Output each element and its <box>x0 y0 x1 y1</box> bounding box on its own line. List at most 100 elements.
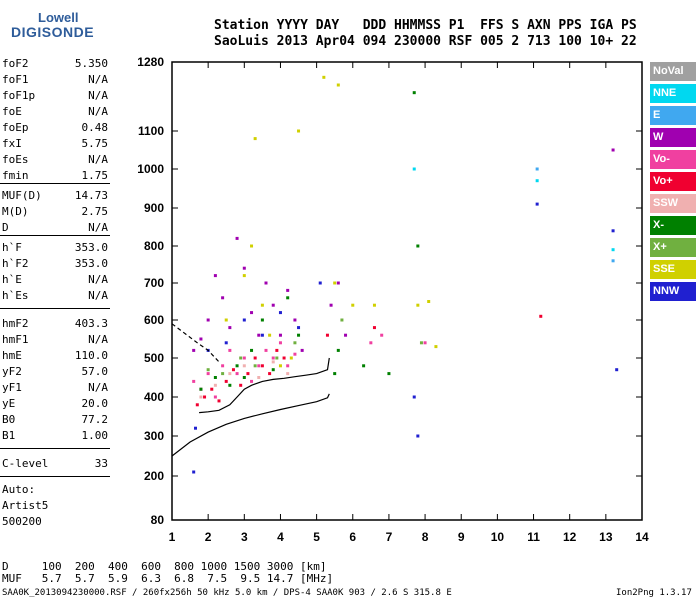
param-row: foEs N/A <box>2 152 108 167</box>
plot-frame <box>171 61 643 521</box>
x-tick-label: 7 <box>386 530 393 544</box>
param-value: 353.0 <box>74 257 108 270</box>
echo-point <box>427 300 431 303</box>
echo-point <box>275 348 279 352</box>
echo-point <box>336 348 340 352</box>
echo-point <box>387 372 391 376</box>
echo-point <box>293 352 297 356</box>
param-name: foE <box>2 105 22 118</box>
echo-point <box>380 333 384 337</box>
param-name: hmF2 <box>2 317 29 330</box>
legend-item: Vo- <box>650 150 696 169</box>
echo-point <box>253 364 257 368</box>
param-name: M(D) <box>2 205 29 218</box>
trace-virtual-curve <box>199 357 330 414</box>
muf-row: MUF 5.7 5.7 5.9 6.3 6.8 7.5 9.5 14.7 [MH… <box>2 572 334 585</box>
echo-point <box>286 296 290 300</box>
param-value: 1.00 <box>81 429 109 442</box>
echo-point <box>260 333 264 337</box>
param-name: hmF1 <box>2 333 29 346</box>
param-row: hmF1 N/A <box>2 332 108 347</box>
param-row: foEp 0.48 <box>2 120 108 135</box>
echo-point <box>228 372 232 376</box>
echo-point <box>206 368 210 372</box>
echo-point <box>242 356 246 360</box>
echo-point <box>242 266 246 270</box>
x-tick-label: 4 <box>277 530 284 544</box>
param-name: h`Es <box>2 289 29 302</box>
param-value: 2.75 <box>81 205 109 218</box>
x-tick-label: 1 <box>169 530 176 544</box>
echo-point <box>268 372 272 376</box>
echo-point <box>535 202 539 206</box>
echo-point <box>217 399 221 403</box>
echo-point <box>369 341 373 345</box>
echo-point <box>434 345 438 349</box>
param-value: 33 <box>94 457 108 470</box>
echo-point <box>213 274 217 278</box>
echo-point <box>239 383 243 387</box>
echo-point <box>239 356 243 360</box>
echo-point <box>264 348 268 352</box>
legend-item: SSW <box>650 194 696 213</box>
echo-point <box>318 281 322 285</box>
param-row: yF2 57.0 <box>2 364 108 379</box>
echo-point <box>329 303 333 307</box>
echo-point <box>194 426 197 430</box>
separator-line <box>0 235 110 236</box>
echo-point <box>228 383 232 387</box>
echo-point <box>297 326 301 330</box>
software-version: Ion2Png 1.3.17 <box>616 588 692 598</box>
separator-line <box>0 448 110 449</box>
param-name: yF2 <box>2 365 22 378</box>
echo-point <box>199 387 203 391</box>
echo-point <box>278 364 282 368</box>
echo-point <box>278 311 282 315</box>
param-row: foF1p N/A <box>2 88 108 103</box>
distance-row: D 100 200 400 600 800 1000 1500 3000 [km… <box>2 560 327 573</box>
echo-point <box>611 259 615 263</box>
echo-point <box>224 379 228 383</box>
param-value: 110.0 <box>74 349 108 362</box>
param-value: 0.48 <box>81 121 109 134</box>
echo-point <box>351 303 355 307</box>
param-row: M(D) 2.75 <box>2 204 108 219</box>
legend-item: X+ <box>650 238 696 257</box>
y-tick-label: 1000 <box>137 162 164 176</box>
echo-point <box>192 348 196 352</box>
legend-item: NoVal <box>650 62 696 81</box>
echo-point <box>203 395 207 399</box>
param-name: fmin <box>2 169 29 182</box>
echo-point <box>213 383 217 387</box>
x-tick-label: 10 <box>491 530 505 544</box>
echo-point <box>250 244 254 248</box>
echo-point <box>372 303 376 307</box>
param-value: N/A <box>88 333 108 346</box>
legend-item: NNE <box>650 84 696 103</box>
param-row: C-level 33 <box>2 456 108 471</box>
legend-item: W <box>650 128 696 147</box>
echo-point <box>246 372 250 376</box>
echo-point <box>278 333 282 337</box>
echo-point <box>195 403 199 407</box>
param-value: N/A <box>88 153 108 166</box>
echo-point <box>242 364 246 368</box>
echo-point <box>297 333 301 337</box>
param-name: foEp <box>2 121 29 134</box>
param-name: h`F2 <box>2 257 29 270</box>
y-tick-label: 900 <box>144 201 164 215</box>
echo-point <box>199 337 203 341</box>
param-name: B0 <box>2 413 16 426</box>
echo-point <box>224 318 228 322</box>
param-row: D N/A <box>2 220 108 235</box>
param-name: foF1 <box>2 73 29 86</box>
param-value: N/A <box>88 89 108 102</box>
echo-point <box>242 376 246 379</box>
echo-point <box>213 395 217 399</box>
y-tick-label: 400 <box>144 390 164 404</box>
auto-label: Auto: <box>2 483 36 496</box>
echo-point <box>336 83 340 87</box>
echo-point <box>416 434 420 438</box>
echo-point <box>412 395 416 399</box>
echo-point <box>250 311 254 315</box>
